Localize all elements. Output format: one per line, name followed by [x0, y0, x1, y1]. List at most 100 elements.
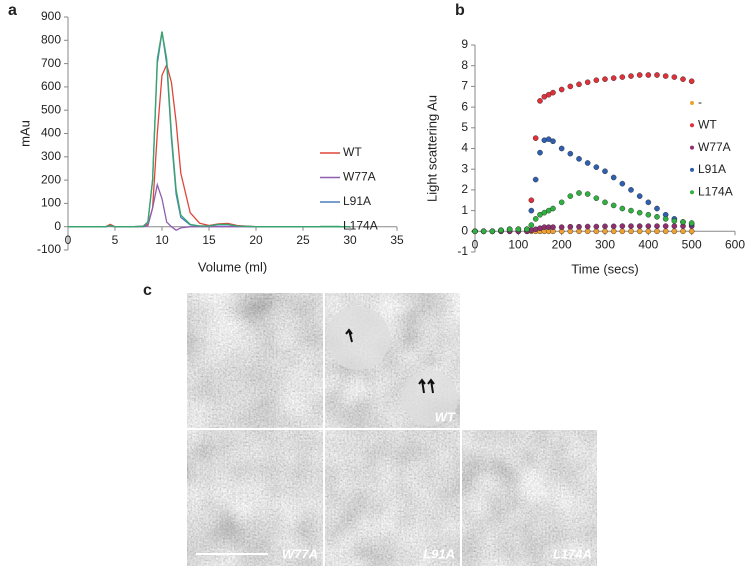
micrograph-label: L91A — [423, 546, 455, 561]
data-point — [515, 226, 522, 233]
legend-label: WT — [343, 145, 362, 159]
data-point — [628, 228, 634, 235]
chart: -100 0 100 200 300 400 500 600 700 800 900 0 5 10 15 20… — [17, 9, 404, 274]
y-tick-label: -1 — [457, 244, 468, 258]
legend-swatch — [690, 190, 694, 195]
data-point — [528, 207, 535, 214]
data-point — [688, 228, 695, 235]
y-tick-label: 4 — [461, 141, 468, 155]
data-point — [593, 77, 600, 83]
data-point — [636, 193, 643, 199]
data-point — [628, 187, 634, 193]
x-tick-label: 10 — [155, 233, 169, 247]
data-point — [584, 223, 591, 230]
panel-label: c — [143, 282, 152, 299]
data-point — [680, 228, 686, 235]
y-tick-label: 0 — [54, 219, 61, 233]
data-point — [671, 74, 678, 80]
x-axis-label: Time (secs) — [571, 261, 638, 276]
data-point — [489, 228, 496, 235]
data-point — [645, 199, 652, 206]
data-point — [558, 199, 565, 206]
legend-label: W77A — [698, 140, 731, 154]
y-tick-label: 800 — [41, 32, 61, 46]
data-point — [567, 150, 574, 157]
y-tick-label: 900 — [41, 9, 61, 23]
data-point — [636, 72, 643, 78]
x-tick-label: 15 — [202, 233, 216, 247]
panel-label: b — [455, 2, 465, 19]
data-point — [524, 226, 530, 233]
data-point — [619, 205, 626, 212]
y-tick-label: 2 — [461, 182, 468, 196]
micrograph-label: W77A — [282, 546, 318, 561]
legend-label: WT — [698, 117, 717, 131]
data-point — [498, 227, 504, 234]
x-tick-label: 300 — [595, 237, 615, 251]
data-point — [593, 228, 600, 235]
data-point — [593, 164, 600, 170]
x-tick-label: 600 — [725, 237, 745, 251]
data-point — [558, 86, 565, 93]
x-tick-label: 0 — [65, 233, 72, 247]
x-tick-label: 5 — [112, 233, 119, 247]
micrograph-blank — [187, 293, 323, 428]
data-point — [550, 89, 556, 96]
data-point — [602, 76, 608, 82]
data-point — [671, 218, 678, 224]
data-point — [628, 223, 634, 229]
data-point — [480, 228, 487, 235]
data-point — [671, 223, 678, 229]
data-point — [506, 226, 513, 233]
data-point — [610, 228, 617, 235]
data-point — [619, 180, 626, 187]
series-line — [68, 182, 350, 231]
y-tick-label: 700 — [41, 56, 61, 70]
data-point — [645, 223, 652, 229]
x-tick-label: 100 — [508, 237, 528, 251]
data-point — [610, 174, 617, 181]
data-point — [532, 135, 539, 141]
legend-label: L91A — [698, 162, 726, 176]
legend-swatch — [690, 123, 694, 128]
data-point — [576, 223, 582, 230]
data-point — [680, 76, 686, 82]
y-tick-label: 100 — [41, 196, 61, 210]
x-tick-label: 20 — [249, 233, 263, 247]
data-point — [602, 168, 608, 175]
micrograph-wt: WT — [325, 293, 460, 428]
data-point — [528, 197, 535, 204]
micrograph-label: WT — [435, 409, 456, 424]
data-point — [584, 160, 591, 166]
y-tick-label: 3 — [461, 161, 468, 175]
y-tick-label: 0 — [461, 223, 468, 237]
x-tick-label: 30 — [343, 233, 357, 247]
legend-label: - — [698, 95, 702, 109]
data-point — [567, 83, 574, 90]
series-line — [68, 32, 350, 228]
data-point — [610, 75, 617, 81]
data-point — [662, 73, 669, 79]
data-point — [662, 223, 669, 229]
legend-swatch — [690, 167, 694, 172]
series-line — [68, 31, 350, 228]
y-tick-label: 6 — [461, 99, 468, 113]
data-point — [688, 78, 695, 85]
data-point — [654, 72, 660, 78]
x-tick-label: 400 — [638, 237, 658, 251]
legend-swatch — [690, 101, 694, 105]
data-point — [532, 216, 539, 222]
data-point — [550, 205, 556, 212]
data-point — [671, 228, 678, 235]
data-point — [654, 214, 660, 220]
data-point — [472, 228, 478, 235]
legend-label: L91A — [343, 194, 371, 208]
y-tick-label: 7 — [461, 79, 468, 93]
data-point — [537, 98, 543, 104]
data-point — [610, 202, 617, 209]
data-point — [584, 228, 591, 235]
data-point — [636, 228, 643, 235]
data-point — [645, 211, 652, 218]
data-point — [636, 223, 643, 229]
